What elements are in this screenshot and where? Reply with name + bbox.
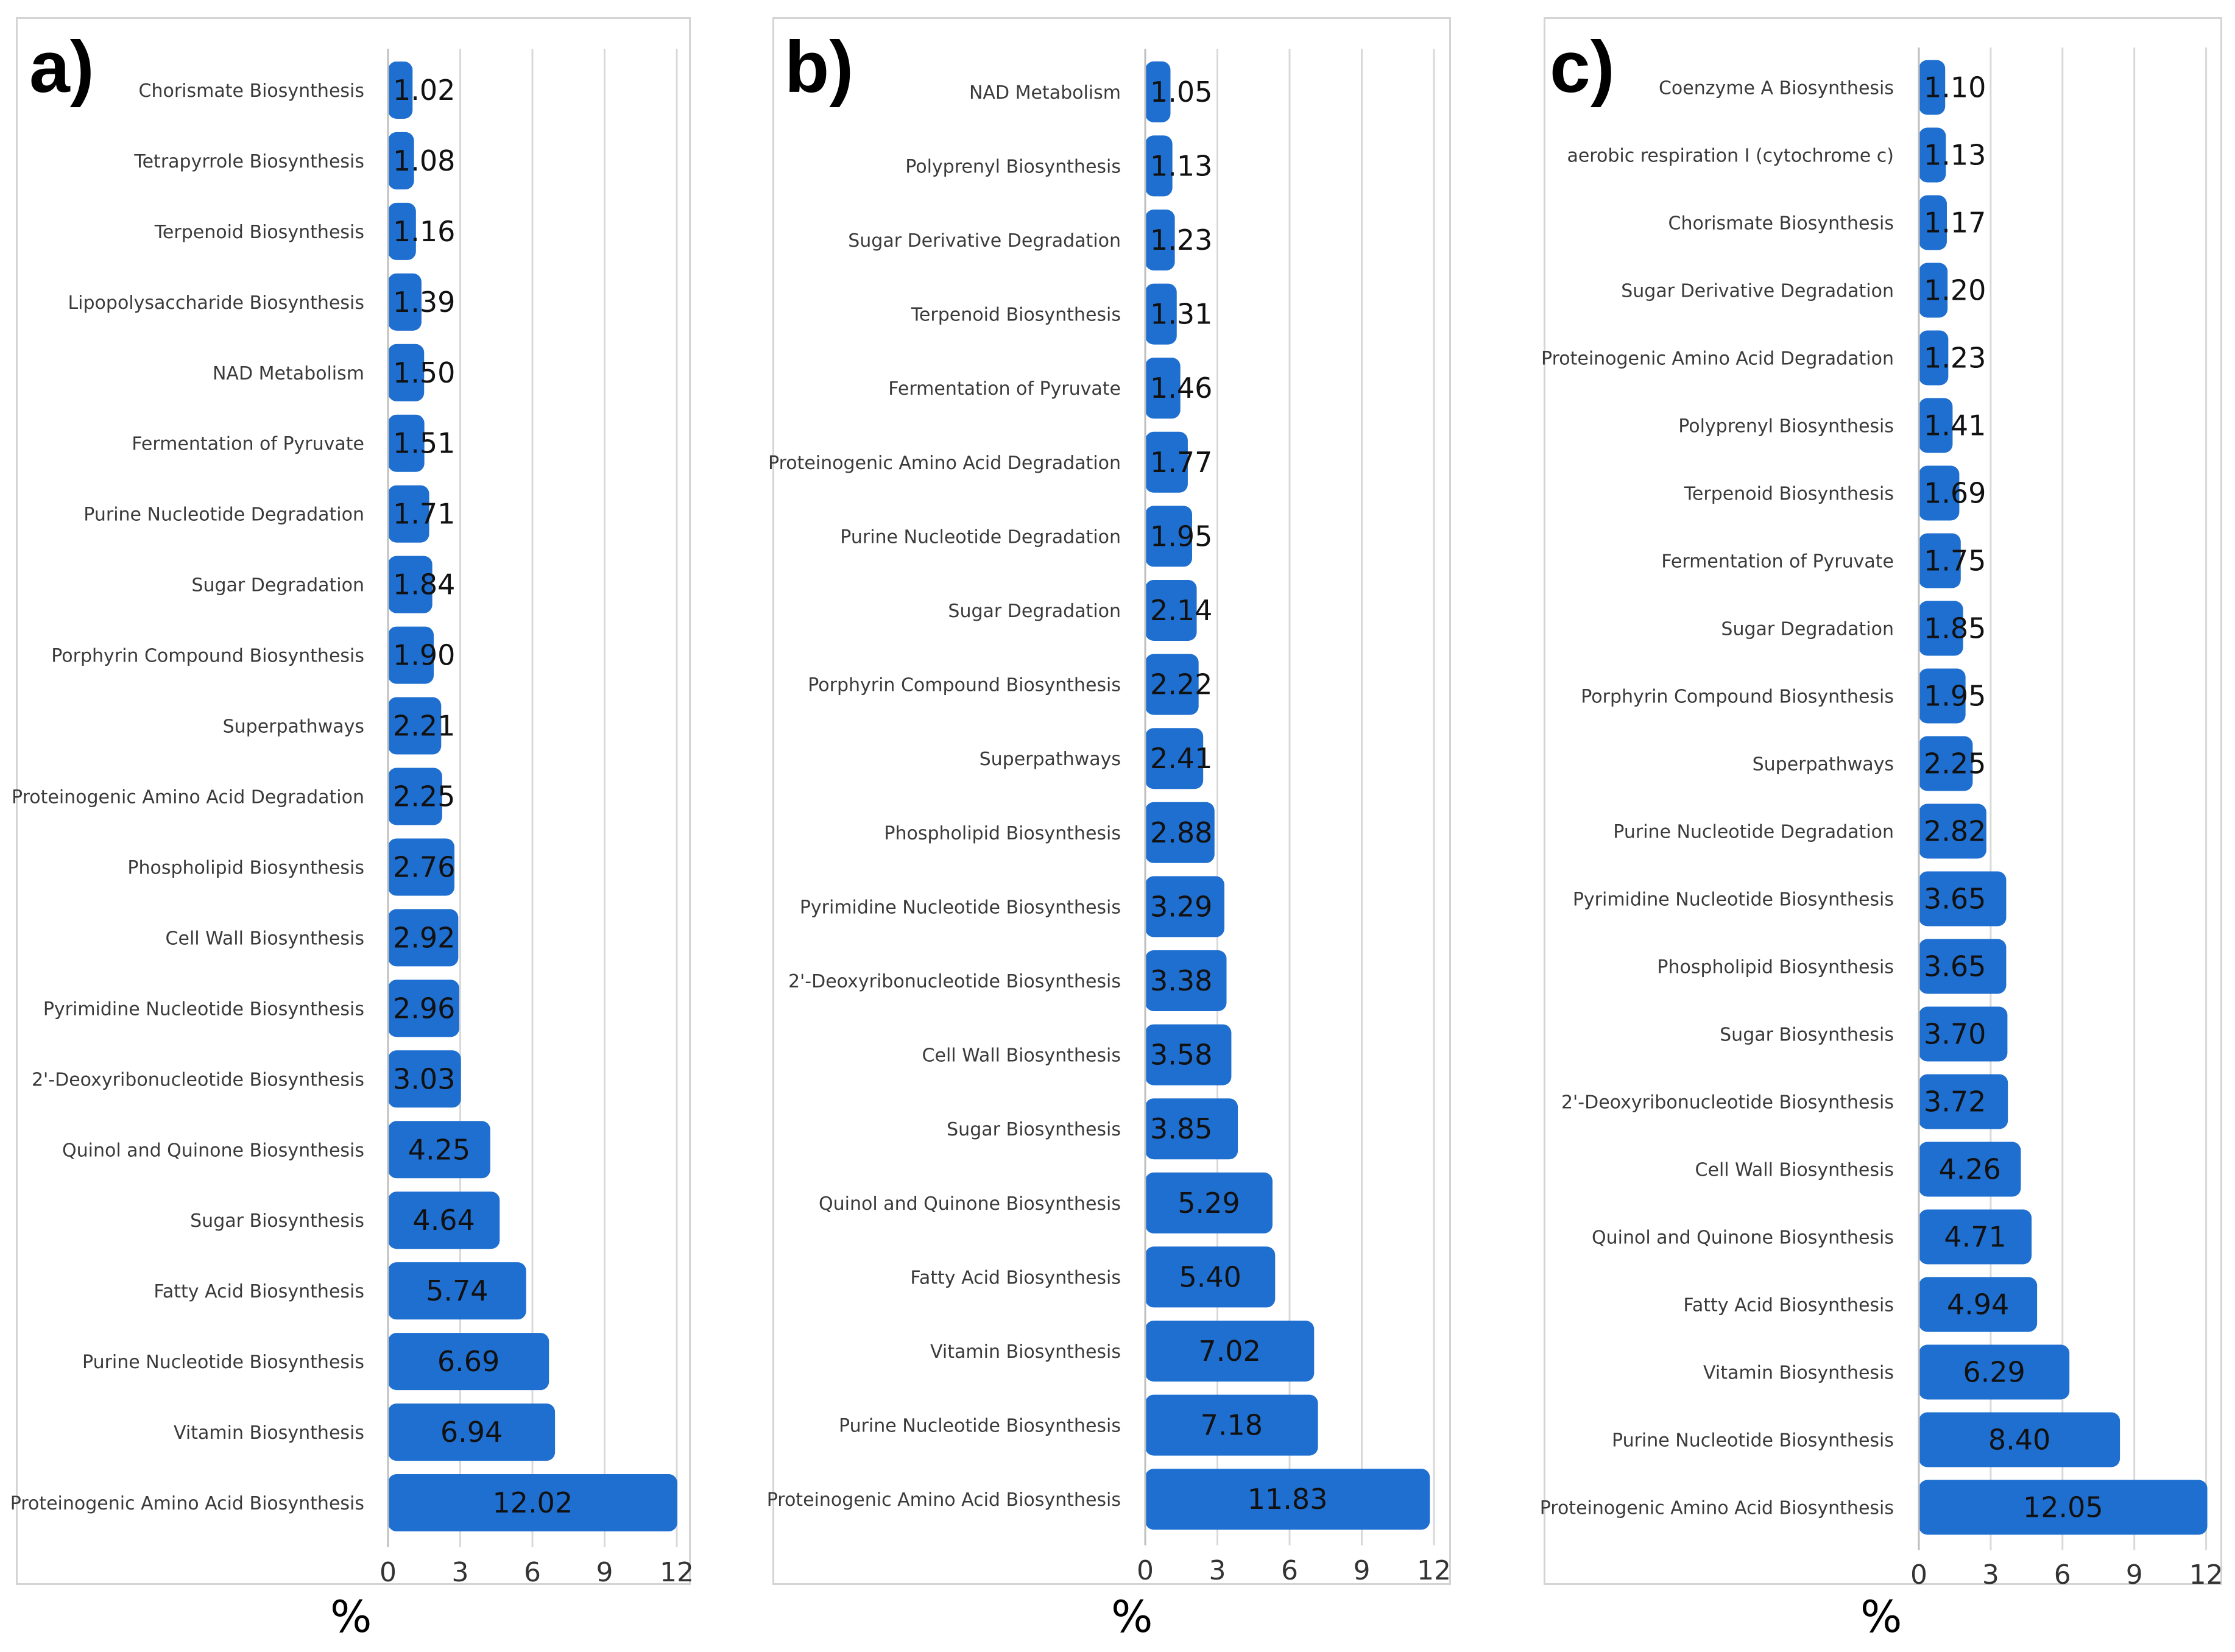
panel-a-x-axis-label: % [330,1591,372,1642]
panel-b-frame [772,17,1451,1585]
panel-a-label: a) [29,26,94,108]
panel-c-x-axis-label: % [1860,1591,1902,1642]
panel-c-label: c) [1550,26,1615,108]
panel-c-frame [1544,17,2222,1585]
panel-b-x-axis-label: % [1111,1591,1153,1642]
panel-a-frame [16,17,691,1585]
panel-b-label: b) [785,26,854,108]
